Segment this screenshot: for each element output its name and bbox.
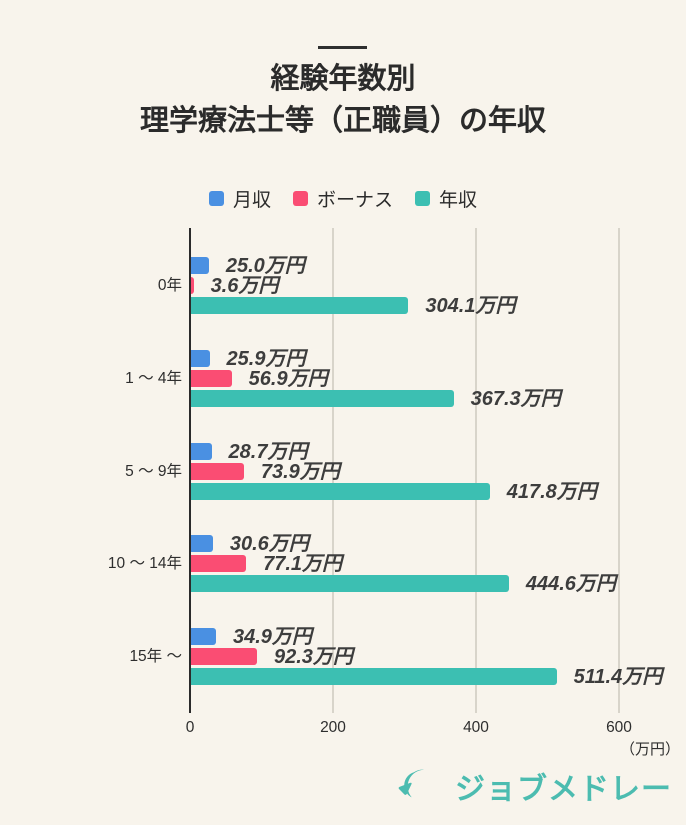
- bar-月収-15年 〜: [191, 628, 216, 645]
- bar-年収-0年: [191, 297, 409, 314]
- title-line-2: 理学療法士等（正職員）の年収: [139, 105, 546, 137]
- bar-月収-5 〜 9年: [191, 443, 212, 460]
- legend-swatch-icon: [292, 191, 308, 206]
- value-label: 25.0万円: [225, 254, 305, 277]
- jobmedley-logo-icon: [398, 769, 441, 804]
- bar-年収-5 〜 9年: [191, 483, 490, 500]
- bar-ボーナス-0年: [191, 277, 194, 294]
- value-label: 28.7万円: [228, 440, 308, 463]
- axis-unit-label: （万円）: [619, 741, 680, 758]
- bar-ボーナス-5 〜 9年: [191, 463, 244, 480]
- bar-月収-10 〜 14年: [191, 535, 213, 552]
- x-tick-label: 600: [606, 719, 632, 736]
- value-label: 367.3万円: [470, 387, 561, 410]
- value-label: 77.1万円: [263, 552, 343, 575]
- legend-label: 月収: [232, 190, 271, 211]
- bar-年収-15年 〜: [191, 668, 557, 685]
- bar-年収-10 〜 14年: [191, 575, 509, 592]
- value-label: 73.9万円: [260, 460, 340, 483]
- value-label: 3.6万円: [210, 274, 279, 297]
- title-dash: [318, 46, 367, 49]
- x-tick-label: 0: [185, 719, 195, 736]
- x-tick-label: 400: [463, 719, 489, 736]
- title-line-1: 経験年数別: [270, 63, 416, 95]
- x-tick-label: 200: [320, 719, 346, 736]
- category-label: 15年 〜: [129, 647, 182, 665]
- value-label: 304.1万円: [425, 294, 516, 317]
- chart-legend: 月収 ボーナス 年収: [0, 185, 686, 212]
- value-label: 30.6万円: [229, 532, 309, 555]
- jobmedley-logo: ジョブメドレー: [396, 763, 672, 809]
- gridline-200: [332, 228, 334, 713]
- value-label: 444.6万円: [525, 572, 616, 595]
- gridline-600: [618, 228, 620, 713]
- value-label: 417.8万円: [506, 480, 597, 503]
- bar-ボーナス-10 〜 14年: [191, 555, 247, 572]
- legend-label: ボーナス: [316, 190, 393, 211]
- value-label: 56.9万円: [248, 367, 328, 390]
- jobmedley-logo-text: ジョブメドレー: [455, 773, 672, 806]
- category-label: 1 〜 4年: [125, 369, 182, 387]
- legend-label: 年収: [439, 190, 478, 211]
- bar-ボーナス-15年 〜: [191, 648, 257, 665]
- legend-item-2: ボーナス: [292, 185, 393, 212]
- legend-swatch-icon: [208, 191, 224, 206]
- bar-月収-0年: [191, 257, 209, 274]
- category-label: 5 〜 9年: [125, 462, 182, 480]
- page-title: 経験年数別 理学療法士等（正職員）の年収: [0, 58, 686, 142]
- category-label: 10 〜 14年: [107, 554, 182, 572]
- value-label: 511.4万円: [573, 665, 663, 688]
- bar-月収-1 〜 4年: [191, 350, 210, 367]
- value-label: 92.3万円: [273, 645, 353, 668]
- gridline-400: [475, 228, 477, 713]
- bar-年収-1 〜 4年: [191, 390, 454, 407]
- legend-swatch-icon: [415, 191, 430, 206]
- value-label: 25.9万円: [226, 347, 306, 370]
- legend-item-3: 年収: [415, 185, 477, 212]
- legend-item-1: 月収: [208, 185, 271, 212]
- bar-ボーナス-1 〜 4年: [191, 370, 232, 387]
- value-label: 34.9万円: [232, 625, 312, 648]
- category-label: 0年: [157, 276, 182, 294]
- y-axis-line: [189, 228, 191, 713]
